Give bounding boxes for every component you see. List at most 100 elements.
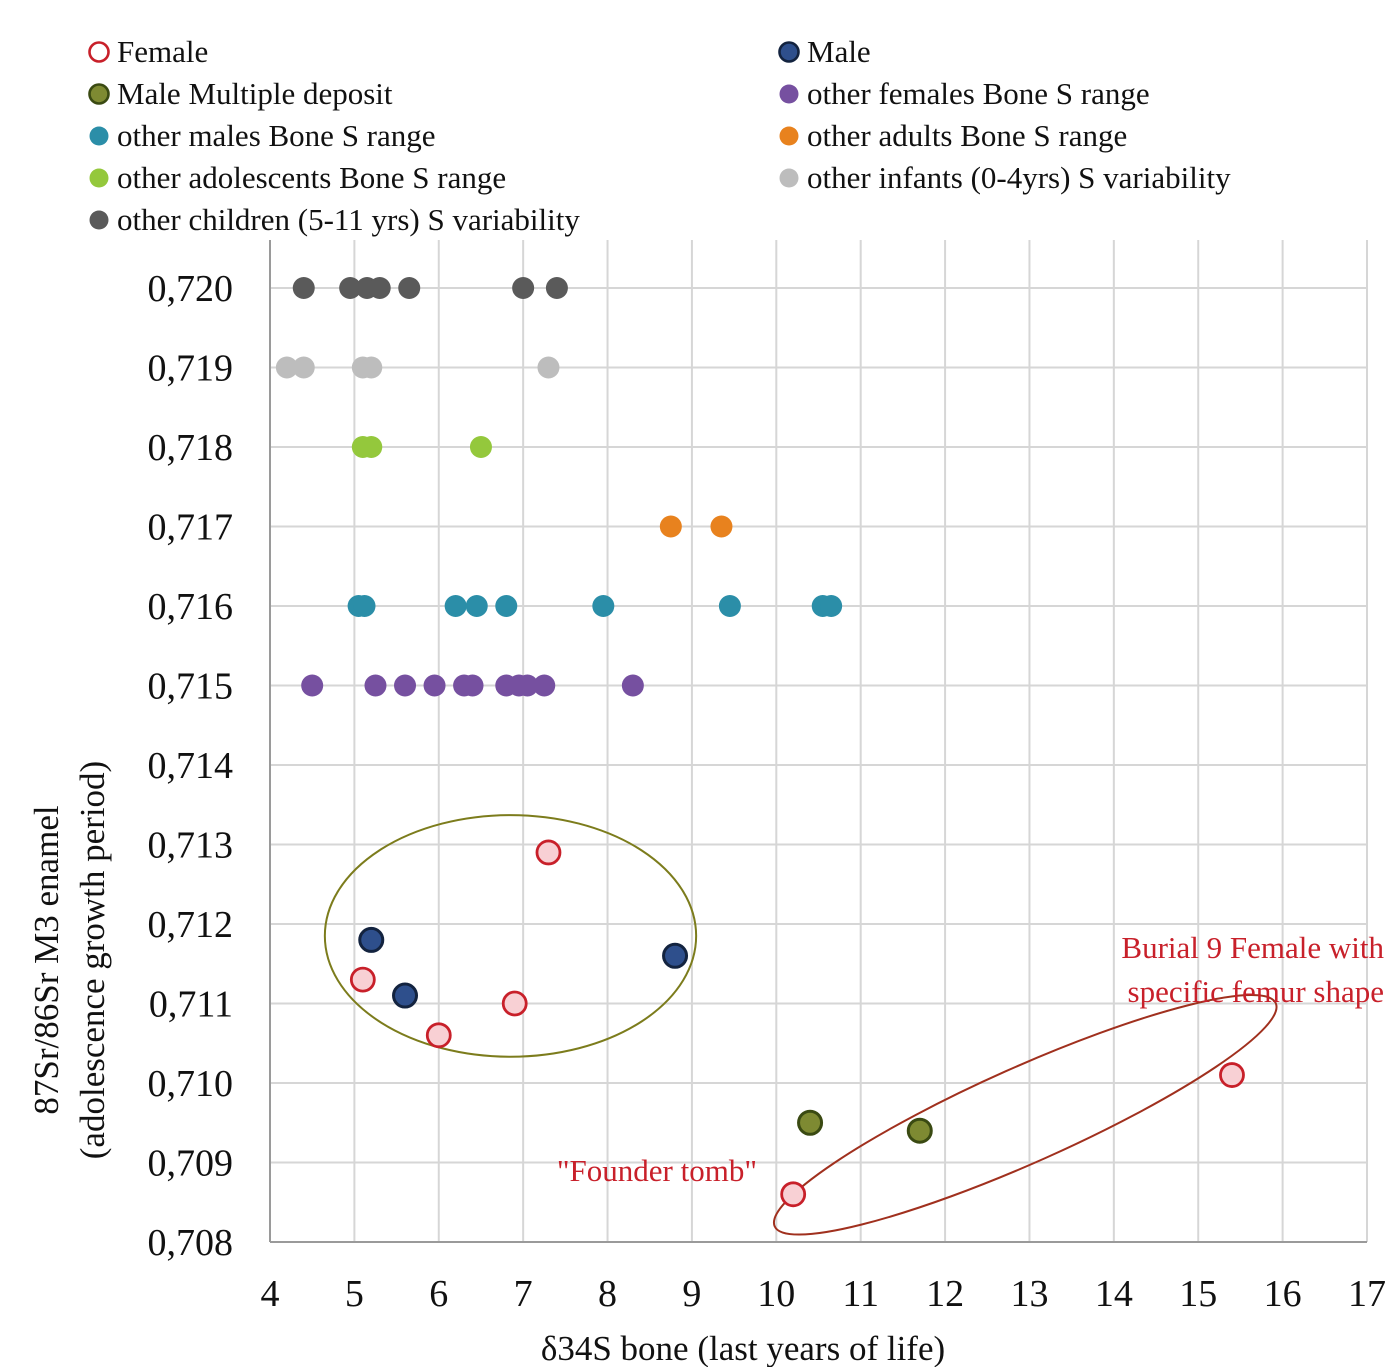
y-tick-label: 0,709 [148,1143,234,1185]
grouping-ellipse [772,994,1278,1236]
y-tick-label: 0,711 [149,984,233,1026]
legend-item: Male [778,34,871,69]
legend-item: other children (5-11 yrs) S variability [89,202,580,237]
point-other-males-bone-s-range [592,595,615,617]
x-tick-label: 5 [345,1273,364,1315]
x-tick-label: 10 [757,1273,795,1315]
y-tick-label: 0,717 [148,507,234,549]
point-male [358,926,385,953]
point-female [780,1181,807,1208]
legend-item: other infants (0-4yrs) S variability [779,160,1231,195]
legend-label: other children (5-11 yrs) S variability [117,202,580,237]
grouping-ellipse [323,814,698,1058]
annotations: Burial 9 Female with specific femur shape… [557,930,1385,1188]
legend-label: other males Bone S range [117,118,436,153]
x-tick-label: 6 [429,1273,448,1315]
point-other-children-5-11-yrs-s-variability [512,277,535,299]
point-other-females-bone-s-range [364,674,387,697]
y-tick-label: 0,716 [148,586,234,628]
x-tick-label: 8 [598,1273,617,1315]
point-other-males-bone-s-range [820,595,843,617]
x-tick-label: 16 [1264,1273,1302,1315]
point-other-adolescents-bone-s-range [360,436,383,458]
point-female [425,1022,452,1049]
point-other-males-bone-s-range [444,595,467,617]
point-female [1219,1062,1245,1088]
grid [269,240,1368,1243]
point-other-children-5-11-yrs-s-variability [398,277,421,299]
legend-label: other adults Bone S range [807,118,1127,153]
x-tick-label: 11 [842,1273,879,1315]
annotation-text: specific femur shape [1128,974,1385,1009]
x-tick-label: 15 [1179,1273,1217,1315]
legend-marker [779,126,799,146]
y-tick-label: 0,715 [148,666,234,708]
y-tick-label: 0,714 [148,745,234,787]
y-tick-label: 0,712 [148,904,234,946]
point-other-females-bone-s-range [423,674,446,697]
point-other-females-bone-s-range [621,674,644,697]
point-female [349,966,376,993]
point-other-children-5-11-yrs-s-variability [545,277,568,299]
legend: Female Male Male Multiple deposit other fem… [88,34,1231,237]
legend-marker [778,41,800,63]
legend-marker [89,210,109,230]
point-other-females-bone-s-range [516,674,539,697]
point-male-multiple-deposit [906,1117,933,1144]
point-other-adolescents-bone-s-range [469,436,492,458]
x-tick-label: 17 [1348,1273,1386,1315]
annotation-text: Burial 9 Female with [1121,930,1384,965]
legend-label: other adolescents Bone S range [117,160,506,195]
point-other-females-bone-s-range [301,674,324,697]
x-tick-label: 9 [682,1273,701,1315]
y-tick-label: 0,713 [148,825,234,867]
legend-marker [88,83,110,105]
x-axis-label: δ34S bone (last years of life) [541,1329,945,1367]
legend-marker [88,41,110,63]
point-other-children-5-11-yrs-s-variability [368,277,391,299]
legend-label: Male Multiple deposit [117,76,393,111]
axes: 4 5 6 7 8 9 10 11 12 13 14 15 16 17 0,708 0,709 0,710 0,7… [148,240,1386,1315]
y-axis-label-line2: (adolescence growth period) [73,761,112,1159]
y-tick-label: 0,710 [148,1063,234,1105]
y-axis-label-line1: 87Sr/86Sr M3 enamel [27,805,66,1114]
annotation-text: "Founder tomb" [557,1153,757,1188]
x-tick-label: 12 [926,1273,964,1315]
point-other-females-bone-s-range [394,674,417,697]
x-tick-label: 4 [261,1273,280,1315]
legend-marker [89,168,109,188]
point-other-children-5-11-yrs-s-variability [339,277,362,299]
legend-marker [779,168,799,188]
point-male-multiple-deposit [797,1109,824,1136]
x-tick-label: 13 [1010,1273,1048,1315]
point-male [662,942,689,969]
point-other-males-bone-s-range [353,595,376,617]
legend-item: other adolescents Bone S range [89,160,506,195]
point-other-infants-0-4yrs-s-variability [292,356,315,379]
y-tick-label: 0,718 [148,427,234,469]
point-other-females-bone-s-range [533,674,556,697]
point-other-children-5-11-yrs-s-variability [292,277,315,299]
point-other-males-bone-s-range [495,595,518,617]
point-other-infants-0-4yrs-s-variability [537,356,560,379]
point-other-infants-0-4yrs-s-variability [275,356,298,379]
legend-item: other females Bone S range [779,76,1150,111]
y-tick-label: 0,719 [148,348,234,390]
legend-item: Female [88,34,208,69]
legend-label: other females Bone S range [807,76,1150,111]
data-points [275,277,1245,1208]
point-male [392,982,419,1009]
point-female [501,990,528,1017]
x-tick-label: 14 [1095,1273,1133,1315]
legend-item: other males Bone S range [89,118,436,153]
legend-label: other infants (0-4yrs) S variability [807,160,1231,195]
point-other-males-bone-s-range [718,595,741,617]
point-other-adults-bone-s-range [659,515,682,538]
legend-item: other adults Bone S range [779,118,1127,153]
legend-label: Female [117,34,208,69]
point-other-males-bone-s-range [465,595,488,617]
x-tick-label: 7 [514,1273,533,1315]
legend-item: Male Multiple deposit [88,76,393,111]
grouping-ellipses [323,814,1278,1236]
